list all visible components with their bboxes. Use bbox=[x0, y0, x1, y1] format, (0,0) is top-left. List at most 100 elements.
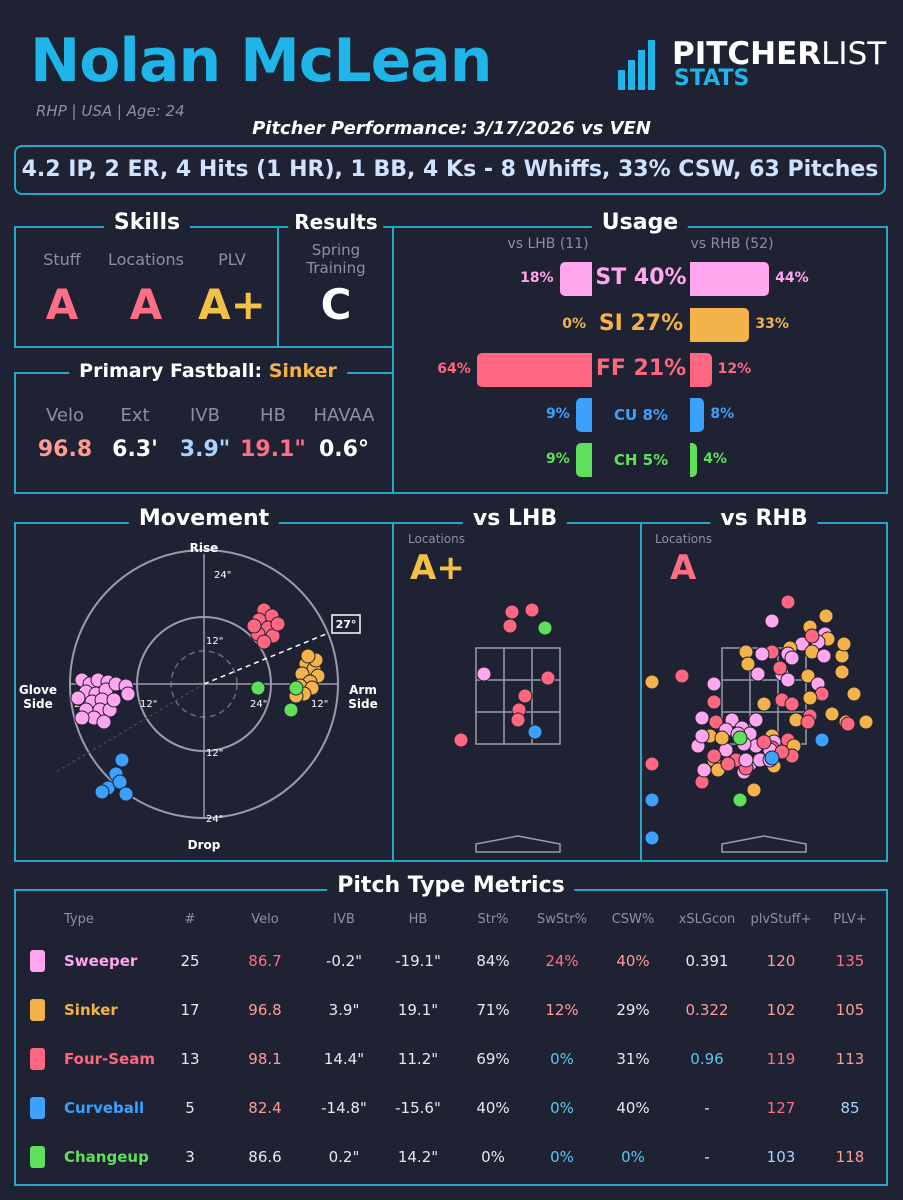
locations-grade: A bbox=[129, 280, 163, 329]
metrics-header-cell: Velo bbox=[251, 911, 279, 927]
table-row: Curveball 5 82.4 -14.8" -15.6" 40% 0% 40% - 127 85 bbox=[30, 1083, 882, 1132]
metrics-body: Sweeper 25 86.7 -0.2" -19.1" 84% 24% 40% 0.391 12… bbox=[30, 936, 882, 1181]
pitch-point bbox=[800, 668, 816, 684]
bars-logo-icon bbox=[618, 40, 655, 90]
metric-cell-swstr: 12% bbox=[545, 1000, 579, 1019]
usage-lhb-label: vs LHB (11) bbox=[507, 236, 589, 252]
usage-rhb-value: 12% bbox=[717, 361, 752, 377]
pitch-point bbox=[250, 680, 266, 696]
ring-label: 24" bbox=[214, 570, 231, 581]
usage-lhb-value: 18% bbox=[520, 270, 554, 286]
usage-bar-rhb bbox=[690, 353, 712, 387]
metric-cell-velo: 96.8 bbox=[248, 1000, 282, 1019]
logo-word-list: LIST bbox=[821, 36, 887, 72]
metric-cell-stuff: 127 bbox=[766, 1098, 796, 1117]
metric-cell-hb: -15.6" bbox=[395, 1098, 441, 1117]
usage-rhb-value: 4% bbox=[703, 451, 727, 467]
pitch-point bbox=[800, 714, 816, 730]
ext-label: Ext bbox=[120, 405, 150, 426]
pitch-color-swatch bbox=[30, 1047, 45, 1070]
pitch-point bbox=[784, 696, 800, 712]
usage-pitch-label: SI 27% bbox=[598, 311, 684, 336]
usage-rhb-label: vs RHB (52) bbox=[690, 236, 774, 252]
pitch-point bbox=[706, 676, 722, 692]
pitch-point bbox=[674, 668, 690, 684]
pitch-point bbox=[750, 666, 766, 682]
pitch-point bbox=[527, 724, 543, 740]
rhb-loc-label: Locations bbox=[655, 532, 713, 546]
pitch-point bbox=[706, 694, 722, 710]
pitch-type-cell: Curveball bbox=[30, 1083, 160, 1132]
metric-cell-hb: -19.1" bbox=[395, 951, 441, 970]
pitch-point bbox=[802, 690, 818, 706]
fastball-title-label: Primary Fastball: bbox=[79, 360, 263, 382]
stat-line: 4.2 IP, 2 ER, 4 Hits (1 HR), 1 BB, 4 Ks … bbox=[14, 145, 886, 195]
metric-cell-stuff: 102 bbox=[766, 1000, 796, 1019]
pitch-point bbox=[694, 710, 710, 726]
metric-cell-n: 5 bbox=[185, 1098, 195, 1117]
usage-bar-lhb bbox=[476, 353, 592, 387]
pitch-type-cell: Four-Seam bbox=[30, 1034, 160, 1083]
metric-cell-stuff: 103 bbox=[766, 1147, 796, 1166]
metric-cell-hb: 11.2" bbox=[397, 1049, 439, 1068]
usage-bar-lhb bbox=[575, 398, 592, 432]
metrics-header-cell: plvStuff+ bbox=[750, 911, 812, 927]
pitch-type-cell: Sweeper bbox=[30, 936, 160, 985]
metric-cell-xslg: - bbox=[704, 1098, 710, 1117]
metrics-header-cell: xSLGcon bbox=[678, 911, 736, 927]
drop-label: Drop bbox=[188, 838, 221, 852]
pitch-point bbox=[816, 648, 832, 664]
skills-title: Skills bbox=[103, 210, 191, 235]
metric-cell-csw: 40% bbox=[616, 1098, 650, 1117]
pitch-point bbox=[756, 734, 772, 750]
pitch-point bbox=[517, 688, 533, 704]
metrics-table: Type # Velo IVB HB Str% SwStr% CSW% xSLGcon plvSt… bbox=[30, 902, 882, 1181]
usage-bar-rhb bbox=[690, 308, 750, 342]
fastball-panel bbox=[14, 372, 394, 494]
pitch-type-cell: Changeup bbox=[30, 1132, 160, 1181]
pitch-point bbox=[106, 692, 122, 708]
metric-cell-csw: 31% bbox=[616, 1049, 650, 1068]
metric-cell-str: 40% bbox=[476, 1098, 510, 1117]
usage-pitch-label: CU 8% bbox=[614, 406, 668, 424]
lhb-title: vs LHB bbox=[462, 506, 568, 531]
metric-cell-stuff: 119 bbox=[766, 1049, 796, 1068]
metric-cell-ivb: 3.9" bbox=[328, 1000, 360, 1019]
pitch-type-name: Curveball bbox=[64, 1098, 145, 1117]
pitch-point bbox=[256, 634, 272, 650]
metric-cell-hb: 19.1" bbox=[397, 1000, 439, 1019]
lhb-strikezone bbox=[453, 602, 561, 853]
plv-label: PLV bbox=[218, 250, 246, 269]
movement-title: Movement bbox=[128, 506, 280, 531]
usage-bar-rhb bbox=[690, 398, 705, 432]
usage-bar-rhb bbox=[690, 443, 698, 477]
pitch-point bbox=[510, 712, 526, 728]
pitch-point bbox=[714, 730, 730, 746]
pitch-point bbox=[746, 782, 762, 798]
locations-label: Locations bbox=[107, 250, 184, 269]
metrics-header-cell: CSW% bbox=[611, 911, 655, 927]
pitch-point bbox=[824, 706, 840, 722]
performance-title: Pitcher Performance: 3/17/2026 vs VEN bbox=[252, 118, 651, 139]
pitch-type-name: Four-Seam bbox=[64, 1049, 155, 1068]
pitch-point bbox=[112, 774, 128, 790]
pitch-type-name: Sweeper bbox=[64, 951, 138, 970]
pitch-point bbox=[780, 672, 796, 688]
pitch-point bbox=[740, 656, 756, 672]
ext-value: 6.3' bbox=[112, 437, 158, 462]
pitcher-info: RHP | USA | Age: 24 bbox=[36, 102, 185, 120]
pitch-type-name: Sinker bbox=[64, 1000, 118, 1019]
pitch-point bbox=[818, 608, 834, 624]
ring-label: 12" bbox=[206, 636, 223, 647]
pitch-point bbox=[502, 618, 518, 634]
usage-rhb-value: 44% bbox=[775, 270, 809, 286]
metric-cell-plv: 105 bbox=[835, 1000, 865, 1019]
arm-label-1: Arm bbox=[349, 683, 377, 697]
pitch-point bbox=[270, 616, 286, 632]
movement-plot: Rise Drop Glove Side Arm Side 24" 12" 12… bbox=[19, 541, 378, 852]
fastball-pitch: Sinker bbox=[268, 360, 337, 382]
pitch-point bbox=[804, 628, 820, 644]
stuff-label: Stuff bbox=[43, 250, 81, 269]
metric-cell-swstr: 0% bbox=[550, 1098, 574, 1117]
metric-cell-csw: 0% bbox=[621, 1147, 645, 1166]
